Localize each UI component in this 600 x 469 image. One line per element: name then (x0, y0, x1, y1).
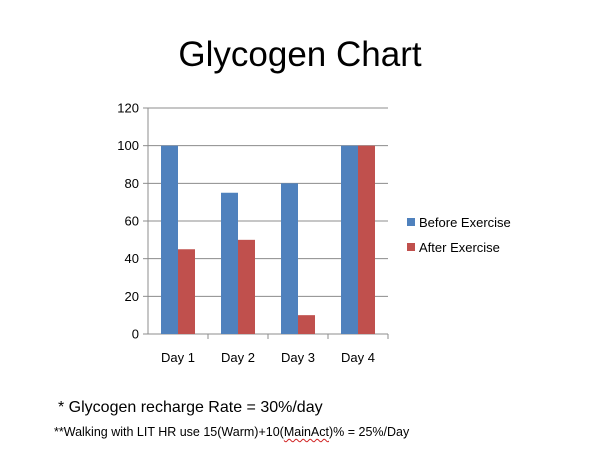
walking-note: **Walking with LIT HR use 15(Warm)+10(Ma… (54, 425, 409, 439)
bar-before-day-2 (221, 192, 238, 334)
y-tick-label-120: 120 (117, 101, 139, 116)
bar-after-day-3 (298, 315, 315, 334)
bar-after-day-1 (178, 249, 195, 334)
y-tick-label-0: 0 (132, 327, 139, 342)
chart-title: Glycogen Chart (178, 35, 422, 74)
x-tick-label-day-2: Day 2 (221, 350, 255, 365)
bar-before-day-3 (281, 183, 298, 334)
legend-label-before: Before Exercise (419, 215, 511, 230)
bar-before-day-1 (161, 145, 178, 334)
x-tick-label-day-1: Day 1 (161, 350, 195, 365)
y-tick-labels: 0 20 40 60 80 100 120 (117, 101, 139, 342)
walking-note-part-2: )% = 25%/Day (328, 425, 410, 439)
bars (161, 145, 375, 334)
walking-note-part-1: **Walking with LIT HR use 15(Warm)+10( (54, 425, 284, 439)
legend-swatch-before (407, 218, 415, 226)
x-tick-label-day-3: Day 3 (281, 350, 315, 365)
y-tick-label-40: 40 (125, 251, 139, 266)
y-tick-label-100: 100 (117, 138, 139, 153)
legend-swatch-after (407, 243, 415, 251)
bar-after-day-4 (358, 145, 375, 334)
bar-before-day-4 (341, 145, 358, 334)
y-tick-label-80: 80 (125, 176, 139, 191)
x-tick-label-day-4: Day 4 (341, 350, 375, 365)
x-tick-labels: Day 1 Day 2 Day 3 Day 4 (161, 350, 375, 365)
recharge-rate-note: * Glycogen recharge Rate = 30%/day (58, 399, 323, 416)
y-tick-label-20: 20 (125, 289, 139, 304)
legend-label-after: After Exercise (419, 240, 500, 255)
bar-after-day-2 (238, 239, 255, 334)
y-tick-label-60: 60 (125, 214, 139, 229)
walking-note-misspelled-word: MainAct (283, 425, 329, 439)
legend: Before Exercise After Exercise (407, 215, 511, 255)
